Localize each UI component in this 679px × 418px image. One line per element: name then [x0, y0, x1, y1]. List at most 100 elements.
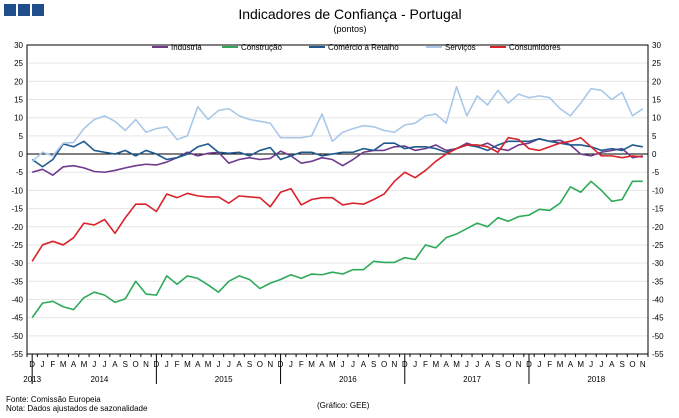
month-label: A — [112, 360, 118, 369]
month-label: M — [329, 360, 336, 369]
month-label: J — [599, 360, 603, 369]
month-label: N — [267, 360, 273, 369]
series-line-servicos — [31, 86, 644, 162]
y-tick-label-left: -40 — [11, 295, 23, 304]
logo-square-2 — [18, 4, 30, 16]
year-label: 2013 — [23, 375, 41, 384]
year-label: 2016 — [339, 375, 357, 384]
y-tick-label-right: 25 — [652, 59, 661, 68]
year-label: 2018 — [587, 375, 605, 384]
y-tick-label-right: 15 — [652, 96, 661, 105]
y-tick-label-right: -40 — [652, 295, 664, 304]
month-label: M — [432, 360, 439, 369]
y-tick-label-left: -50 — [11, 332, 23, 341]
y-tick-label-left: 0 — [19, 150, 24, 159]
legend-label-comercio-a-retalho: Comércio a Retalho — [328, 43, 399, 52]
y-tick-label-right: 5 — [652, 132, 657, 141]
month-label: J — [289, 360, 293, 369]
month-label: M — [81, 360, 88, 369]
logo-square-3 — [32, 4, 44, 16]
y-tick-label-right: 10 — [652, 114, 661, 123]
month-label: S — [495, 360, 500, 369]
y-tick-label-right: -10 — [652, 186, 664, 195]
y-tick-label-left: -30 — [11, 259, 23, 268]
series-line-consumidores — [31, 136, 643, 262]
month-label: J — [351, 360, 355, 369]
plot-frame — [26, 44, 649, 355]
month-label: N — [640, 360, 646, 369]
month-label: A — [237, 360, 243, 369]
x-axis: DJFMAMJJASONDJFMAMJJASONDJFMAMJJASONDJFM… — [23, 354, 649, 384]
month-label: J — [589, 360, 593, 369]
month-label: J — [165, 360, 169, 369]
y-tick-label-left: 5 — [19, 132, 24, 141]
month-label: O — [257, 360, 263, 369]
month-label: O — [505, 360, 511, 369]
month-label: J — [537, 360, 541, 369]
y-tick-label-left: -55 — [11, 350, 23, 359]
month-label: J — [341, 360, 345, 369]
y-tick-label-left: 30 — [14, 41, 23, 50]
y-tick-label-left: -10 — [11, 186, 23, 195]
month-label: J — [41, 360, 45, 369]
series-line-industria — [31, 137, 643, 176]
month-label: N — [143, 360, 149, 369]
legend-label-construcao: Construção — [241, 43, 282, 52]
chart-subtitle: (pontos) — [333, 24, 366, 34]
y-tick-label-right: 20 — [652, 77, 661, 86]
month-label: A — [485, 360, 491, 369]
y-tick-label-left: -5 — [16, 168, 24, 177]
y-tick-label-left: -35 — [11, 277, 23, 286]
month-label: F — [175, 360, 180, 369]
footer-note: Nota: Dados ajustados de sazonalidade — [6, 404, 148, 413]
y-tick-label-right: 0 — [652, 150, 657, 159]
month-label: A — [361, 360, 367, 369]
legend-label-servicos: Serviços — [445, 43, 476, 52]
y-tick-label-left: 20 — [14, 77, 23, 86]
month-label: J — [475, 360, 479, 369]
month-label: A — [71, 360, 77, 369]
month-label: N — [392, 360, 398, 369]
y-tick-label-right: -50 — [652, 332, 664, 341]
y-tick-label-left: -20 — [11, 223, 23, 232]
y-tick-label-right: -30 — [652, 259, 664, 268]
month-label: F — [50, 360, 55, 369]
chart-title: Indicadores de Confiança - Portugal — [238, 6, 461, 22]
month-label: O — [381, 360, 387, 369]
y-tick-label-left: 25 — [14, 59, 23, 68]
month-label: J — [92, 360, 96, 369]
month-label: J — [216, 360, 220, 369]
month-label: M — [453, 360, 460, 369]
year-label: 2015 — [215, 375, 233, 384]
footer-credit: (Gráfico: GEE) — [317, 401, 370, 410]
legend: Indústria Construção Comércio a Retalho Ser… — [152, 43, 561, 52]
month-label: J — [465, 360, 469, 369]
y-tick-label-right: -25 — [652, 241, 664, 250]
month-label: F — [423, 360, 428, 369]
y-tick-label-right: 30 — [652, 41, 661, 50]
month-label: A — [195, 360, 201, 369]
y-tick-label-left: -15 — [11, 205, 23, 214]
y-axis-left: 30 25 20 15 10 5 0 -5 -10 -15 -20 -25 -30 -35 -40 -45 -5… — [11, 41, 23, 359]
legend-label-industria: Indústria — [171, 43, 202, 52]
month-label: M — [60, 360, 67, 369]
month-label: S — [371, 360, 376, 369]
month-label: A — [319, 360, 325, 369]
month-label: S — [247, 360, 252, 369]
month-label: M — [184, 360, 191, 369]
footer-source: Fonte: Comissão Europeia — [6, 395, 101, 404]
y-tick-label-left: -25 — [11, 241, 23, 250]
logo-square-1 — [4, 4, 16, 16]
month-label: N — [516, 360, 522, 369]
y-tick-label-left: 15 — [14, 96, 23, 105]
month-label: J — [413, 360, 417, 369]
month-label: S — [123, 360, 128, 369]
series-line-comercio-a-retalho — [31, 137, 643, 168]
month-label: M — [557, 360, 564, 369]
month-label: F — [299, 360, 304, 369]
month-label: J — [227, 360, 231, 369]
month-label: A — [568, 360, 574, 369]
y-tick-label-right: -35 — [652, 277, 664, 286]
year-label: 2014 — [91, 375, 109, 384]
y-tick-label-right: -20 — [652, 223, 664, 232]
